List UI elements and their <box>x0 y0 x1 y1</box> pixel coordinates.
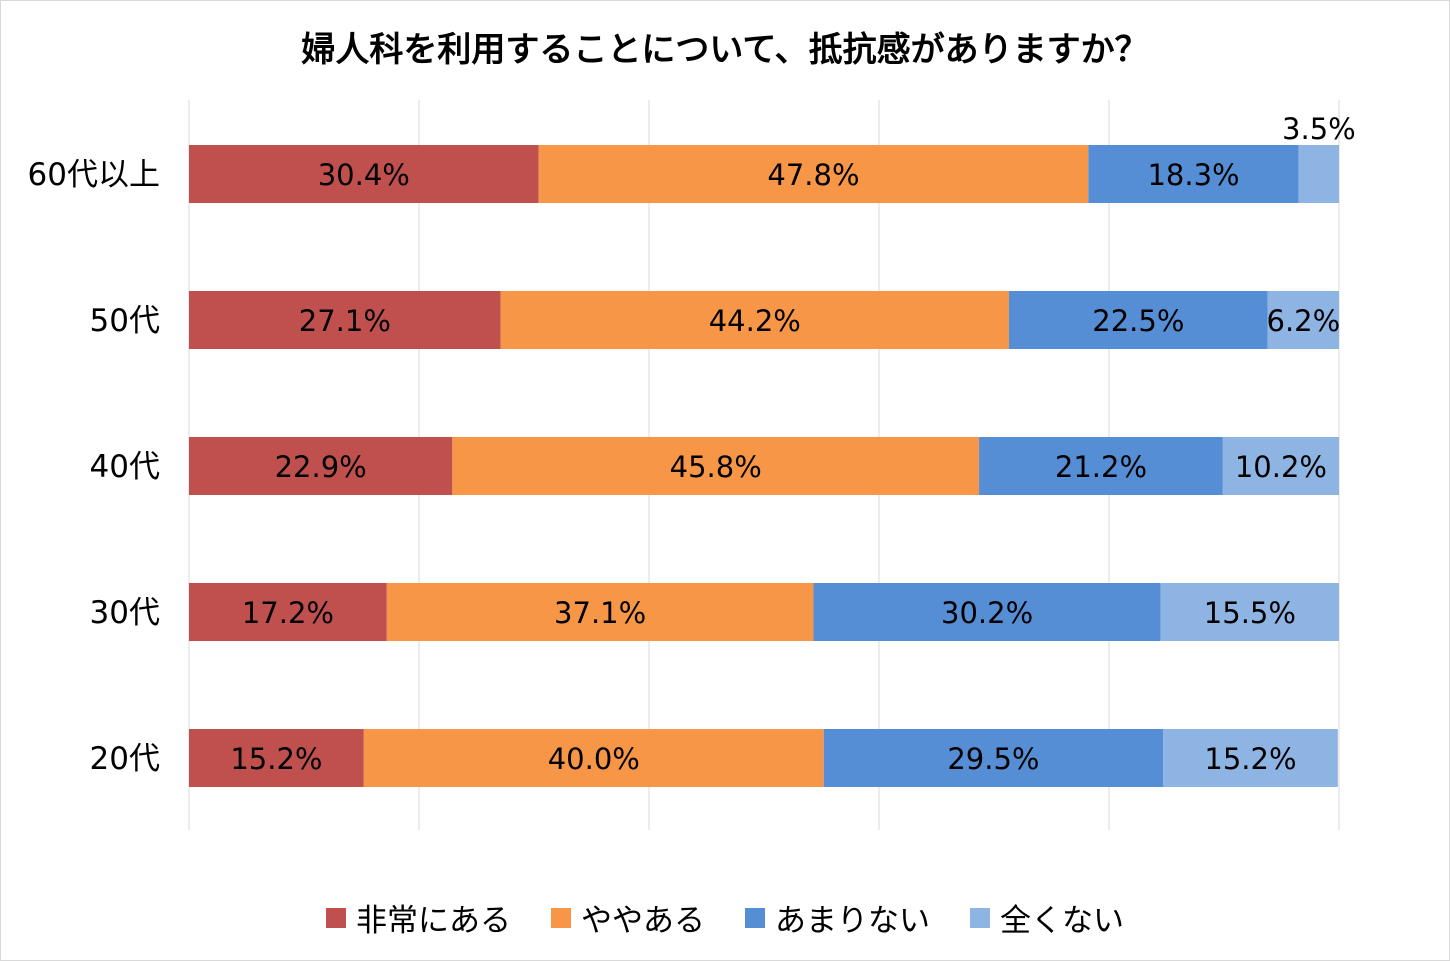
data-label: 17.2% <box>242 596 334 630</box>
bar-segment <box>1267 291 1339 349</box>
category-label: 30代 <box>90 595 160 631</box>
bar-segment <box>386 583 814 641</box>
bar-segment <box>189 437 453 495</box>
chart-title: 婦人科を利用することについて、抵抗感がありますか？ <box>301 30 1149 70</box>
category-label: 20代 <box>90 741 160 777</box>
data-label: 30.2% <box>941 596 1033 630</box>
bar-segment <box>189 583 387 641</box>
legend-label-2: あまりない <box>775 903 930 939</box>
bar-segment <box>500 291 1009 349</box>
data-label: 30.4% <box>318 158 410 192</box>
data-label: 40.0% <box>548 742 640 776</box>
legend-item-3: 全くない <box>970 895 1124 940</box>
bar-segment <box>189 729 364 787</box>
data-label: 10.2% <box>1235 450 1327 484</box>
data-label: 15.2% <box>1204 742 1296 776</box>
bar-segment <box>1298 145 1339 203</box>
bar-segment <box>823 729 1164 787</box>
data-label: 47.8% <box>767 158 859 192</box>
data-label: 6.2% <box>1267 304 1341 338</box>
bar-segment <box>1222 437 1339 495</box>
legend: 非常にある ややある あまりない 全くない <box>0 895 1450 940</box>
data-label: 15.2% <box>230 742 322 776</box>
bar-segment <box>538 145 1089 203</box>
data-label: 15.5% <box>1204 596 1296 630</box>
data-label: 22.9% <box>275 450 367 484</box>
category-label: 50代 <box>90 303 160 339</box>
bar-segment <box>813 583 1161 641</box>
legend-swatch-0 <box>326 907 346 928</box>
legend-label-3: 全くない <box>1000 903 1124 939</box>
data-label: 3.5% <box>1282 112 1356 146</box>
bar-segment <box>1163 729 1338 787</box>
legend-swatch-1 <box>551 907 571 928</box>
legend-item-0: 非常にある <box>326 895 511 940</box>
bar-segment <box>452 437 980 495</box>
data-label: 45.8% <box>670 450 762 484</box>
bar-segment <box>189 291 501 349</box>
legend-label-1: ややある <box>581 903 705 939</box>
bar-segment <box>363 729 824 787</box>
data-label: 21.2% <box>1055 450 1147 484</box>
category-label: 40代 <box>90 449 160 485</box>
legend-item-2: あまりない <box>745 895 930 940</box>
category-label: 60代以上 <box>28 157 160 193</box>
legend-swatch-3 <box>970 907 990 928</box>
data-label: 29.5% <box>947 742 1039 776</box>
legend-label-0: 非常にある <box>356 903 511 939</box>
bar-segment <box>1160 583 1339 641</box>
bar-segment <box>1008 291 1268 349</box>
data-label: 44.2% <box>709 304 801 338</box>
data-label: 27.1% <box>299 304 391 338</box>
bar-segment <box>979 437 1223 495</box>
bar-segment <box>1088 145 1299 203</box>
data-label: 22.5% <box>1092 304 1184 338</box>
legend-swatch-2 <box>745 907 765 928</box>
data-label: 37.1% <box>554 596 646 630</box>
legend-item-1: ややある <box>551 895 705 940</box>
data-label: 18.3% <box>1147 158 1239 192</box>
bar-segment <box>189 145 539 203</box>
